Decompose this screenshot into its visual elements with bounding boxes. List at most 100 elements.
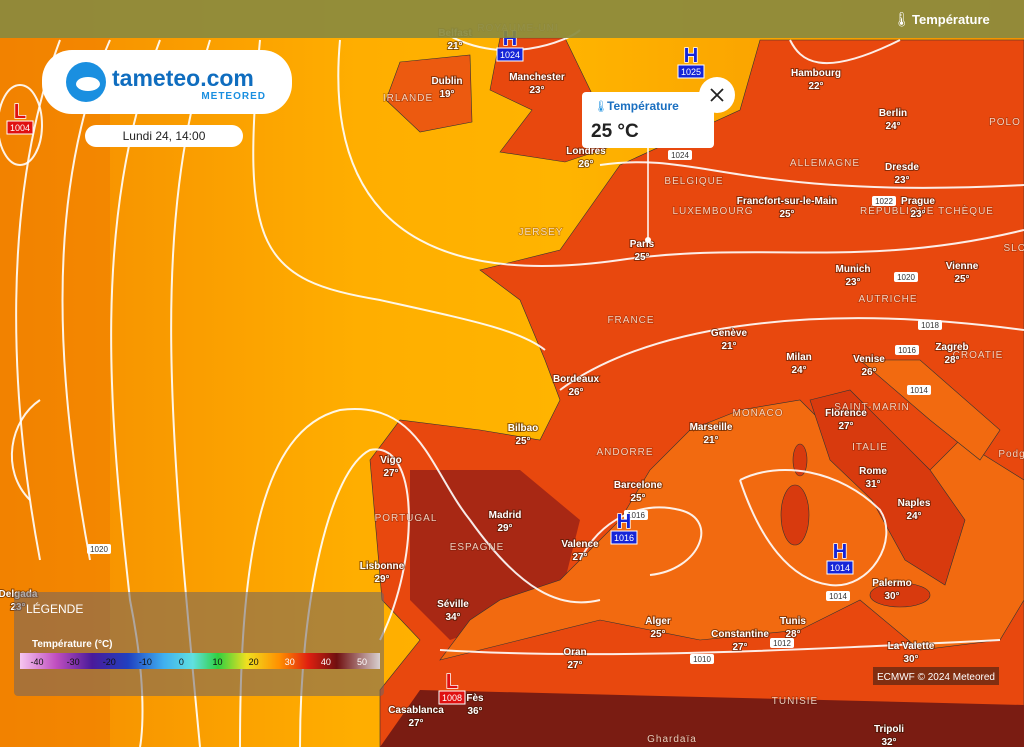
logo-brand: METEORED (201, 91, 266, 102)
africa-hot (380, 690, 1024, 747)
legend-scale-title: Température (°C) (32, 639, 113, 650)
city-temp: 28° (785, 629, 800, 640)
popup-dot (645, 237, 651, 243)
city-name: Vienne (946, 261, 979, 272)
pressure-value: 1004 (10, 123, 30, 133)
city-name: Oran (563, 647, 586, 658)
city-name: Florence (825, 408, 867, 419)
city-name: Vigo (380, 455, 401, 466)
region-label: PORTUGAL (375, 513, 438, 524)
city-temp: 26° (861, 367, 876, 378)
region-label: LUXEMBOURG (672, 206, 753, 217)
city-temp: 24° (791, 365, 806, 376)
pressure-letter: L (446, 671, 458, 693)
city-temp: 24° (906, 511, 921, 522)
city-temp: 23° (529, 85, 544, 96)
legend-tick: 40 (321, 657, 331, 667)
header-title[interactable]: Température (912, 12, 990, 27)
city-temp: 34° (445, 612, 460, 623)
popup-icon: 🌡 (594, 100, 608, 113)
isobar-label: 1012 (773, 639, 791, 648)
legend-tick: 30 (285, 657, 295, 667)
thermometer-icon: 🌡 (893, 11, 911, 27)
city-name: Milan (786, 352, 812, 363)
credit-box (873, 667, 999, 685)
city-temp: 25° (650, 629, 665, 640)
ireland (385, 54, 473, 133)
city-name: Dublin (431, 76, 462, 87)
city-name: Palermo (872, 578, 911, 589)
city-temp: 27° (732, 642, 747, 653)
isobar-label: 1010 (693, 655, 711, 664)
isobar-label: 1024 (671, 151, 689, 160)
isobar-tag (894, 272, 918, 282)
city-name: Paris (630, 239, 655, 250)
city-temp: 28° (944, 355, 959, 366)
city-name: Constantine (711, 629, 769, 640)
region-label: MONACO (733, 408, 784, 419)
sicily (869, 582, 931, 608)
city-temp: 23° (845, 277, 860, 288)
region-label: ALLEMAGNE (790, 158, 860, 169)
isobar (110, 39, 161, 747)
isobar (10, 399, 41, 501)
region-label: ESPAGNE (450, 542, 505, 553)
city-name: Barcelone (614, 480, 663, 491)
isobar (252, 39, 546, 351)
legend-ticks: -40 -30 -20 -10 0 10 20 30 40 50 (30, 657, 367, 667)
city-temp: 25° (630, 493, 645, 504)
header-bar (0, 0, 1024, 38)
date-pill[interactable] (85, 125, 243, 147)
city-temp: 19° (439, 89, 454, 100)
isobar-label: 1020 (897, 273, 915, 282)
city-name: Fès (466, 693, 484, 704)
city-name: Genève (711, 328, 748, 339)
isobar-tag (872, 196, 896, 206)
isobar-label: 1014 (910, 386, 928, 395)
region-label: RÉPUBLIQUE TCHÈQUE (860, 204, 994, 217)
logo-cloud (76, 77, 100, 91)
isobars (0, 29, 1024, 747)
region-label: JERSEY (519, 227, 564, 238)
city-name: Venise (853, 354, 885, 365)
city-name: La Valette (888, 641, 935, 652)
legend-panel (14, 592, 384, 696)
pressure-value: 1008 (442, 693, 462, 703)
adriatic (859, 359, 1001, 461)
logo-name: tameteo.com (112, 65, 254, 91)
italy (809, 389, 966, 586)
city-name: Manchester (509, 72, 565, 83)
city-temp: 24° (885, 121, 900, 132)
city-name: Rome (859, 466, 887, 477)
city-temp: 30° (884, 591, 899, 602)
region-label: FRANCE (607, 315, 654, 326)
isobar-label: 1016 (898, 346, 916, 355)
isobar-tag (895, 345, 919, 355)
city-name: Francfort-sur-le-Main (737, 196, 838, 207)
popup (582, 92, 714, 148)
city-temp: 27° (408, 718, 423, 729)
isobar-tag (690, 654, 714, 664)
city-name: Valence (561, 539, 599, 550)
region-label: Ghardaïa (647, 734, 697, 745)
legend-tick: 50 (357, 657, 367, 667)
legend-title: LÉGENDE (26, 601, 83, 616)
labels: IRLANDEROYAUME-UNIBELGIQUELUXEMBOURGALLE… (0, 22, 1024, 747)
pressure-box (677, 64, 705, 79)
city-temp: 27° (572, 552, 587, 563)
pressure-box (6, 120, 34, 135)
logo-box[interactable] (42, 50, 292, 114)
isobar (739, 469, 888, 587)
city-name: Tunis (780, 616, 806, 627)
city-temp: 21° (721, 341, 736, 352)
region-label: SAINT-MARIN (834, 402, 909, 413)
city-name: Zagreb (935, 342, 968, 353)
legend-tick: -10 (139, 657, 152, 667)
pressure-letter: H (684, 45, 698, 67)
city-name: Dresde (885, 162, 919, 173)
legend-tick: 0 (179, 657, 184, 667)
isobar-tag (624, 510, 648, 520)
city-temp: 25° (515, 436, 530, 447)
region-label: IRLANDE (383, 93, 433, 104)
